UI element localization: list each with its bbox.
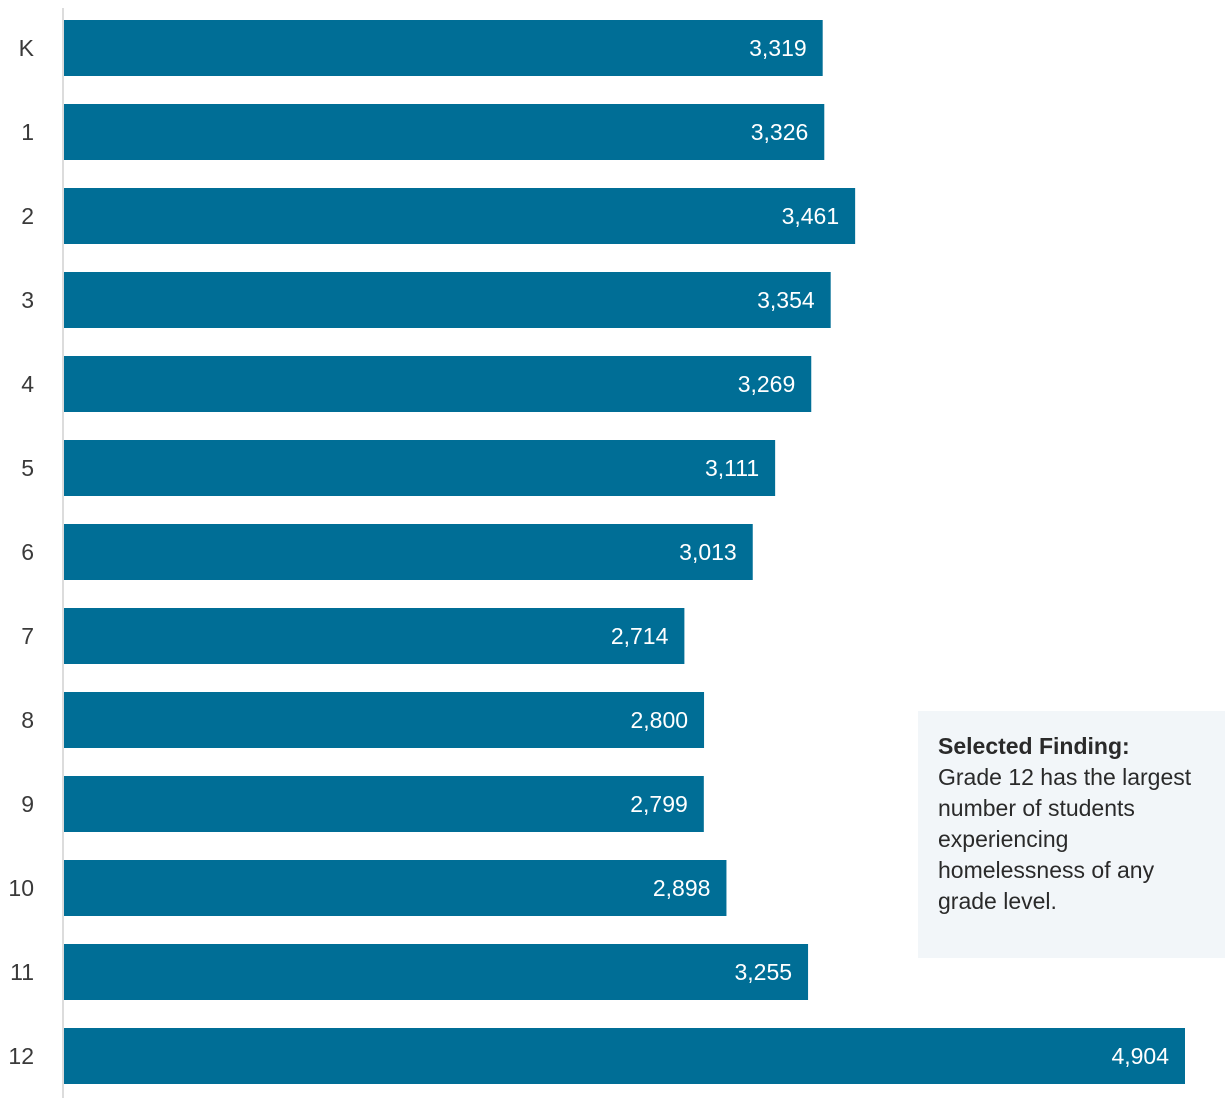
- value-label-2: 3,461: [782, 203, 840, 229]
- value-label-4: 3,269: [738, 371, 796, 397]
- category-label-10: 10: [8, 875, 34, 901]
- category-label-1: 1: [21, 119, 34, 145]
- value-label-10: 2,898: [653, 875, 711, 901]
- value-label-8: 2,800: [630, 707, 688, 733]
- bar-grade-10: [64, 860, 727, 916]
- value-label-1: 3,326: [751, 119, 809, 145]
- category-label-5: 5: [21, 455, 34, 481]
- value-label-7: 2,714: [611, 623, 669, 649]
- value-label-12: 4,904: [1111, 1043, 1169, 1069]
- value-label-6: 3,013: [679, 539, 737, 565]
- callout-body: Grade 12 has the largest number of stude…: [938, 764, 1192, 914]
- bar-grade-2: [64, 188, 856, 244]
- bar-grade-k: [64, 20, 823, 76]
- bar-grade-6: [64, 524, 753, 580]
- value-label-k: 3,319: [749, 35, 807, 61]
- bar-grade-4: [64, 356, 812, 412]
- category-label-8: 8: [21, 707, 34, 733]
- selected-finding-callout: Selected Finding: Grade 12 has the large…: [918, 711, 1225, 958]
- bar-grade-11: [64, 944, 809, 1000]
- bar-grade-5: [64, 440, 776, 496]
- category-label-9: 9: [21, 791, 34, 817]
- bars-group: K 3,319 1 3,326 2 3,461 3 3,354 4 3,269 5 3,111 6 3,0…: [8, 20, 1185, 1084]
- category-label-6: 6: [21, 539, 34, 565]
- category-label-3: 3: [21, 287, 34, 313]
- value-label-9: 2,799: [630, 791, 688, 817]
- bar-grade-9: [64, 776, 704, 832]
- value-label-11: 3,255: [734, 959, 792, 985]
- category-label-k: K: [19, 35, 35, 61]
- bar-grade-8: [64, 692, 705, 748]
- bar-grade-3: [64, 272, 831, 328]
- category-label-12: 12: [8, 1043, 34, 1069]
- bar-grade-12: [64, 1028, 1185, 1084]
- bar-grade-7: [64, 608, 685, 664]
- category-label-7: 7: [21, 623, 34, 649]
- value-label-3: 3,354: [757, 287, 815, 313]
- category-label-11: 11: [10, 959, 34, 985]
- category-label-4: 4: [21, 371, 34, 397]
- callout-title: Selected Finding:: [938, 733, 1130, 759]
- value-label-5: 3,111: [705, 455, 759, 481]
- bar-grade-1: [64, 104, 825, 160]
- category-label-2: 2: [21, 203, 34, 229]
